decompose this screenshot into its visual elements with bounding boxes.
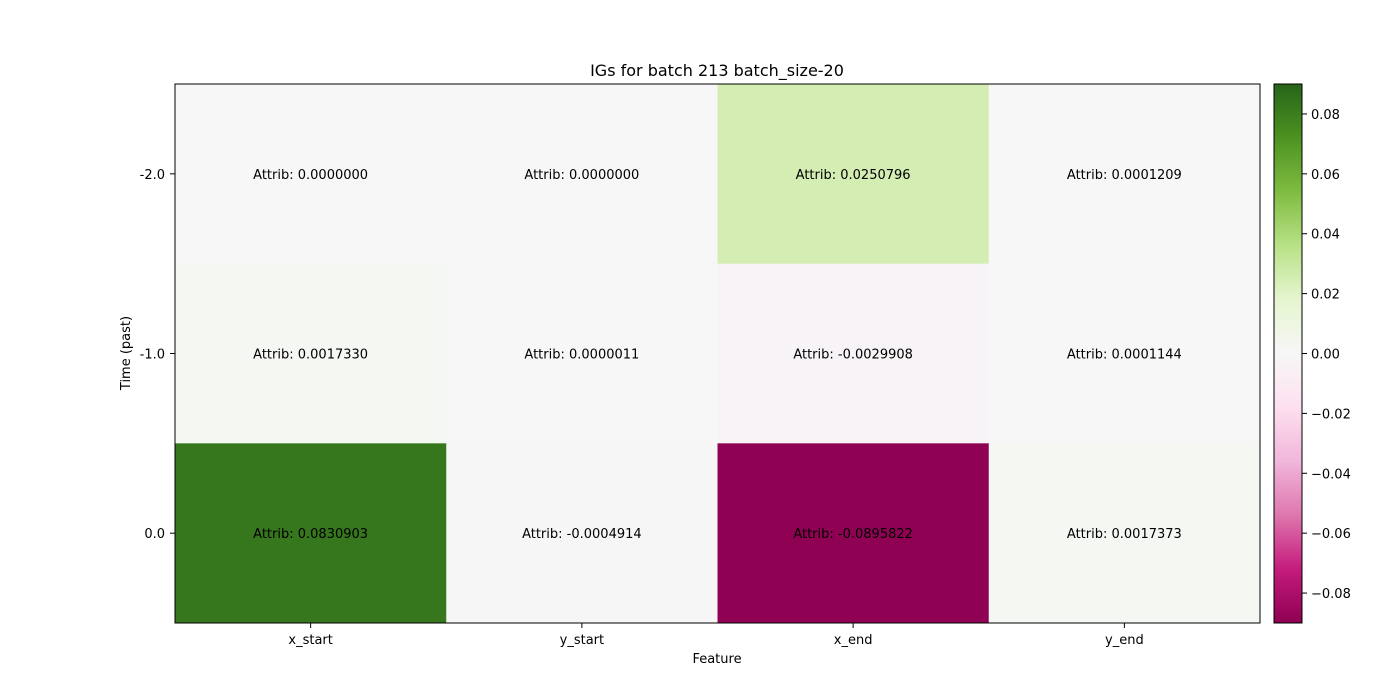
colorbar-tick-label: 0.02: [1311, 288, 1340, 303]
heatmap-cell: [446, 263, 718, 444]
cell-value-label: Attrib: 0.0001144: [1067, 348, 1182, 363]
y-tick-label: -1.0: [140, 348, 165, 363]
heatmap-cell: [717, 263, 990, 444]
heatmap-cell: [717, 84, 990, 265]
colorbar-tick-label: 0.08: [1311, 108, 1340, 123]
x-tick-label: y_end: [1105, 633, 1144, 648]
heatmap-cell: [175, 84, 447, 265]
y-axis-ticks: -2.0 -1.0 0.0: [140, 168, 175, 542]
chart-title: IGs for batch 213 batch_size-20: [590, 61, 844, 81]
y-tick-label: -2.0: [140, 168, 165, 183]
heatmap-cell: [717, 443, 990, 624]
colorbar-tick-label: 0.06: [1311, 168, 1340, 183]
colorbar-ticks: 0.08 0.06 0.04 0.02 0.00 −0.02 −0.04 −0.06 −0.08: [1302, 108, 1351, 602]
colorbar-tick-label: −0.04: [1311, 467, 1351, 482]
cell-value-label: Attrib: 0.0000000: [524, 168, 639, 183]
x-axis-ticks: x_start y_start x_end y_end: [288, 623, 1144, 648]
heatmap-cell: [988, 443, 1261, 624]
cell-value-label: Attrib: 0.0830903: [253, 527, 368, 542]
colorbar-tick-label: 0.00: [1311, 348, 1340, 363]
cell-value-label: Attrib: 0.0000011: [524, 348, 639, 363]
heatmap-cell: [175, 443, 447, 624]
heatmap-cell: [175, 263, 447, 444]
colorbar-tick-label: −0.02: [1311, 407, 1351, 422]
cell-value-label: Attrib: -0.0004914: [522, 527, 642, 542]
heatmap-cells: Attrib: 0.0000000 Attrib: 0.0000000 Attrib…: [175, 84, 1261, 624]
cell-value-label: Attrib: -0.0895822: [793, 527, 913, 542]
cell-value-label: Attrib: 0.0250796: [796, 168, 911, 183]
cell-value-label: Attrib: 0.0001209: [1067, 168, 1182, 183]
heatmap-cell: [446, 443, 718, 624]
colorbar-tick-label: 0.04: [1311, 228, 1340, 243]
colorbar-tick-label: −0.06: [1311, 527, 1351, 542]
cell-value-label: Attrib: 0.0017330: [253, 348, 368, 363]
cell-value-label: Attrib: -0.0029908: [793, 348, 913, 363]
heatmap-cell: [446, 84, 718, 265]
y-axis-label: Time (past): [119, 316, 134, 391]
heatmap-cell: [988, 84, 1261, 265]
x-tick-label: x_end: [834, 633, 873, 648]
y-tick-label: 0.0: [144, 527, 165, 542]
cell-value-label: Attrib: 0.0000000: [253, 168, 368, 183]
colorbar: [1273, 83, 1303, 624]
x-axis-label: Feature: [692, 652, 741, 667]
x-tick-label: x_start: [288, 633, 332, 648]
cell-value-label: Attrib: 0.0017373: [1067, 527, 1182, 542]
x-tick-label: y_start: [560, 633, 604, 648]
colorbar-tick-label: −0.08: [1311, 587, 1351, 602]
heatmap-cell: [988, 263, 1261, 444]
